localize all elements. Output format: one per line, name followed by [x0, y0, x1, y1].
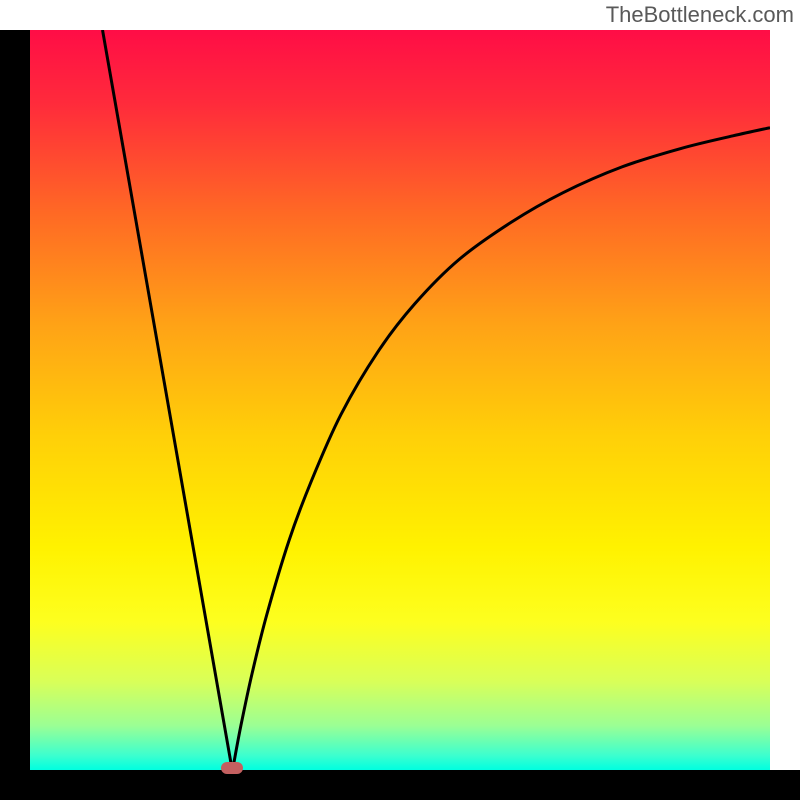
watermark-text: TheBottleneck.com [606, 2, 794, 28]
minimum-marker [221, 762, 243, 774]
frame-bottom [0, 770, 800, 800]
plot-area [30, 30, 770, 770]
frame-left [0, 30, 30, 800]
curve-svg [30, 30, 770, 770]
curve-right-segment [234, 128, 771, 765]
curve-left-segment [103, 30, 232, 765]
chart-container: TheBottleneck.com [0, 0, 800, 800]
